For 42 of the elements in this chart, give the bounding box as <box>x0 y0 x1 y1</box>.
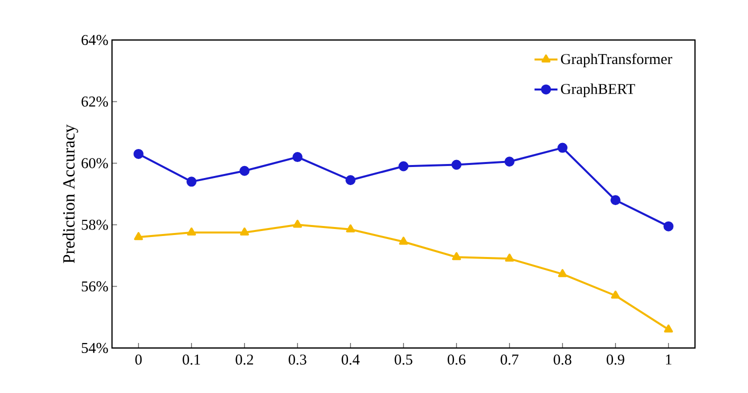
x-tick-label: 0.2 <box>236 354 254 365</box>
x-tick-label: 0.9 <box>606 354 624 365</box>
point <box>240 166 250 176</box>
point <box>452 160 462 170</box>
y-tick-label: 54% <box>82 342 108 354</box>
point <box>663 221 674 232</box>
point <box>292 152 302 162</box>
point <box>186 176 197 187</box>
point <box>346 175 356 186</box>
x-tick-label: 0.4 <box>342 354 360 365</box>
x-tick-label: 0.5 <box>394 354 412 365</box>
y-tick-label: 62% <box>82 96 108 107</box>
point <box>398 161 408 172</box>
x-tick-label: 0.7 <box>500 354 518 365</box>
point <box>187 227 196 236</box>
x-tick-label: 1 <box>666 354 672 364</box>
y-tick-label: 60% <box>82 158 108 168</box>
point <box>610 195 620 206</box>
point <box>505 254 514 262</box>
x-tick-label: 0.3 <box>288 354 306 365</box>
y-tick-label: 64% <box>82 34 108 46</box>
point <box>664 324 673 333</box>
point <box>611 290 620 299</box>
x-tick-label: 0.6 <box>448 354 466 365</box>
point <box>293 220 302 228</box>
point <box>504 156 514 167</box>
y-tick-label: 58% <box>82 220 108 230</box>
x-tick-label: 0.8 <box>554 354 572 365</box>
point <box>134 232 143 240</box>
y-tick-label: 56% <box>82 281 108 292</box>
legend-label: GraphTransformer <box>560 53 672 68</box>
point <box>346 224 355 232</box>
legend-label: GraphBERT <box>560 84 636 98</box>
point <box>558 269 567 278</box>
point <box>399 236 408 245</box>
point <box>240 227 249 236</box>
point <box>557 142 568 153</box>
x-tick-label: 0.1 <box>182 354 200 365</box>
point <box>452 252 461 260</box>
y-axis-title: Prediction Accuracy <box>62 124 78 264</box>
x-tick-label: 0 <box>135 354 142 365</box>
point <box>134 148 144 159</box>
